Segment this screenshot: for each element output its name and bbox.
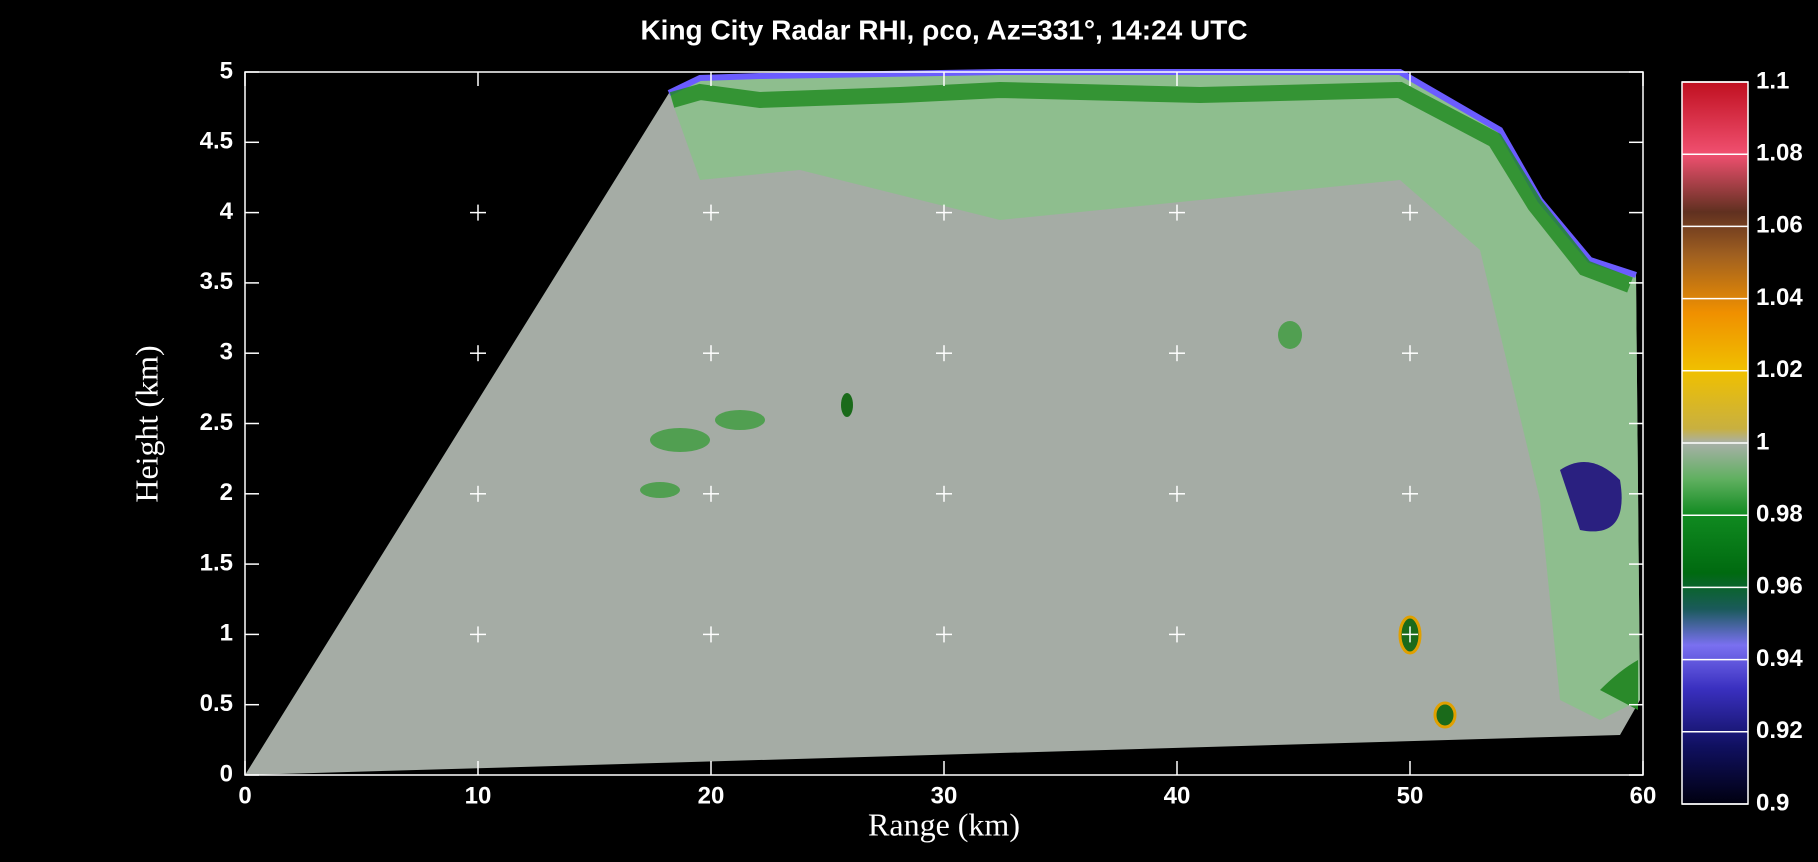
colorbar-tick-label: 1.08	[1756, 140, 1803, 167]
y-tick-label: 5	[220, 57, 233, 84]
y-tick-label: 0	[220, 760, 233, 787]
x-tick-label: 60	[1630, 782, 1657, 809]
colorbar-tick-label: 1.02	[1756, 356, 1803, 383]
x-tick-label: 40	[1164, 782, 1191, 809]
colorbar-tick-label: 0.92	[1756, 717, 1803, 744]
colorbar-tick-label: 1	[1756, 428, 1769, 455]
y-tick-label: 0.5	[200, 690, 233, 717]
x-axis-label: Range (km)	[868, 806, 1020, 842]
radar-field	[245, 69, 1640, 775]
x-tick-label: 50	[1397, 782, 1424, 809]
colorbar-tick-label: 0.9	[1756, 789, 1789, 816]
y-axis-label: Height (km)	[128, 345, 164, 502]
colorbar-tick-label: 1.06	[1756, 212, 1803, 239]
colorbar-tick-label: 0.98	[1756, 501, 1803, 528]
x-tick-label: 20	[698, 782, 725, 809]
y-tick-label: 2.5	[200, 409, 233, 436]
y-tick-label: 3.5	[200, 268, 233, 295]
y-tick-label: 4.5	[200, 128, 233, 155]
x-tick-label: 10	[465, 782, 492, 809]
y-tick-label: 1	[220, 620, 233, 647]
chart-title: King City Radar RHI, ρco, Az=331°, 14:24…	[640, 14, 1247, 45]
y-tick-label: 2	[220, 479, 233, 506]
x-tick-label: 0	[238, 782, 251, 809]
colorbar-tick-label: 1.04	[1756, 284, 1803, 311]
y-tick-label: 1.5	[200, 549, 233, 576]
colorbar-tick-label: 0.96	[1756, 573, 1803, 600]
y-tick-label: 4	[220, 198, 234, 225]
x-tick-label: 30	[931, 782, 958, 809]
colorbar-tick-label: 0.94	[1756, 645, 1803, 672]
y-tick-label: 3	[220, 339, 233, 366]
colorbar-tick-label: 1.1	[1756, 67, 1789, 94]
